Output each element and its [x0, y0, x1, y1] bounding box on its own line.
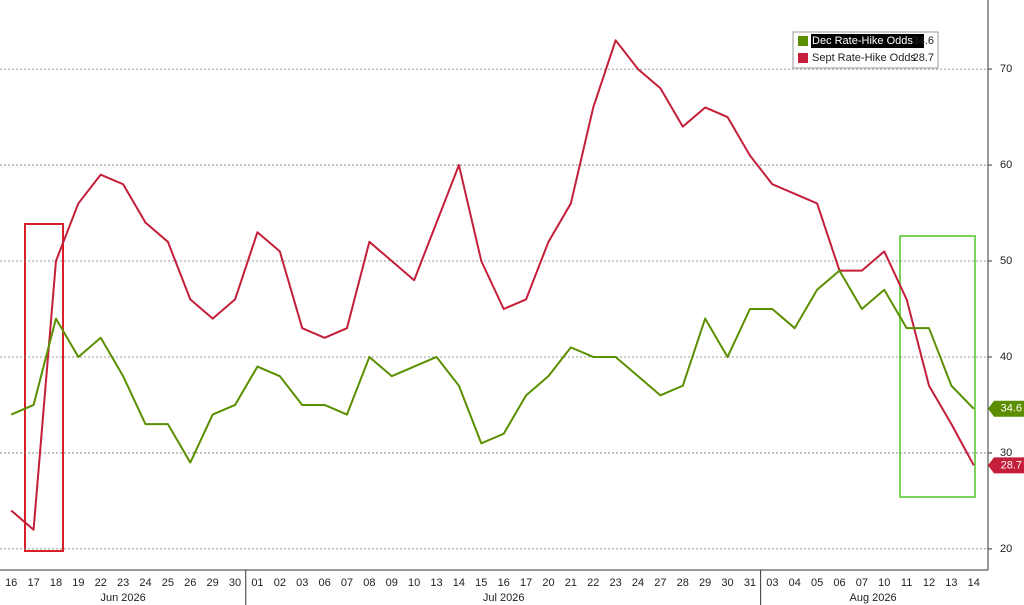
x-tick-label: 23 [117, 577, 129, 589]
y-tick-label: 60 [1000, 159, 1012, 171]
x-tick-label: 13 [945, 577, 957, 589]
x-tick-label: 07 [856, 577, 868, 589]
legend-label: Dec Rate-Hike Odds [812, 35, 913, 47]
x-tick-label: 22 [587, 577, 599, 589]
x-tick-label: 12 [923, 577, 935, 589]
x-tick-label: 19 [72, 577, 84, 589]
x-tick-label: 05 [811, 577, 823, 589]
x-tick-label: 06 [833, 577, 845, 589]
month-label: Aug 2026 [850, 592, 897, 604]
x-tick-label: 14 [968, 577, 980, 589]
x-tick-label: 31 [744, 577, 756, 589]
x-tick-label: 25 [162, 577, 174, 589]
x-tick-label: 03 [296, 577, 308, 589]
legend-highlight [811, 34, 924, 48]
x-tick-label: 29 [207, 577, 219, 589]
value-tag-label: 34.6 [1001, 403, 1022, 415]
x-tick-label: 13 [430, 577, 442, 589]
x-tick-label: 06 [318, 577, 330, 589]
x-tick-label: 30 [229, 577, 241, 589]
line-series [10, 39, 975, 531]
x-tick-label: 16 [498, 577, 510, 589]
y-tick-label: 70 [1000, 63, 1012, 75]
y-tick-label: 40 [1000, 351, 1012, 363]
x-tick-label: 10 [408, 577, 420, 589]
y-tick-label: 30 [1000, 447, 1012, 459]
y-tick-label: 20 [1000, 543, 1012, 555]
x-tick-label: 10 [878, 577, 890, 589]
x-tick-label: 24 [632, 577, 644, 589]
x-tick-label: 23 [610, 577, 622, 589]
highlight-box-green [899, 235, 976, 498]
x-tick-label: 17 [27, 577, 39, 589]
x-tick-label: 07 [341, 577, 353, 589]
x-tick-label: 15 [475, 577, 487, 589]
x-tick-label: 22 [95, 577, 107, 589]
x-tick-label: 17 [520, 577, 532, 589]
x-tick-label: 03 [766, 577, 778, 589]
legend-value: 28.7 [913, 52, 934, 64]
x-tick-label: 14 [453, 577, 465, 589]
y-tick-label: 50 [1000, 255, 1012, 267]
value-tag [988, 457, 1024, 474]
value-tag-label: 28.7 [1001, 459, 1022, 471]
x-tick-label: 16 [5, 577, 17, 589]
x-tick-label: 09 [386, 577, 398, 589]
x-tick-label: 24 [139, 577, 151, 589]
highlight-box-red [24, 223, 64, 552]
legend-swatch [798, 53, 808, 63]
month-label: Jul 2026 [483, 592, 525, 604]
x-tick-label: 29 [699, 577, 711, 589]
x-tick-label: 30 [721, 577, 733, 589]
line-series [10, 269, 975, 464]
month-label: Jun 2026 [100, 592, 145, 604]
x-tick-label: 11 [901, 577, 912, 589]
x-tick-label: 08 [363, 577, 375, 589]
legend-value: 34.6 [913, 35, 934, 47]
legend-swatch [798, 36, 808, 46]
x-tick-label: 27 [654, 577, 666, 589]
legend-label: Sept Rate-Hike Odds [812, 52, 916, 64]
x-tick-label: 02 [274, 577, 286, 589]
x-tick-label: 01 [251, 577, 263, 589]
x-tick-label: 28 [677, 577, 689, 589]
value-tag [988, 400, 1024, 417]
x-tick-label: 21 [565, 577, 577, 589]
x-tick-label: 18 [50, 577, 62, 589]
x-tick-label: 20 [542, 577, 554, 589]
x-tick-label: 04 [789, 577, 801, 589]
x-tick-label: 26 [184, 577, 196, 589]
